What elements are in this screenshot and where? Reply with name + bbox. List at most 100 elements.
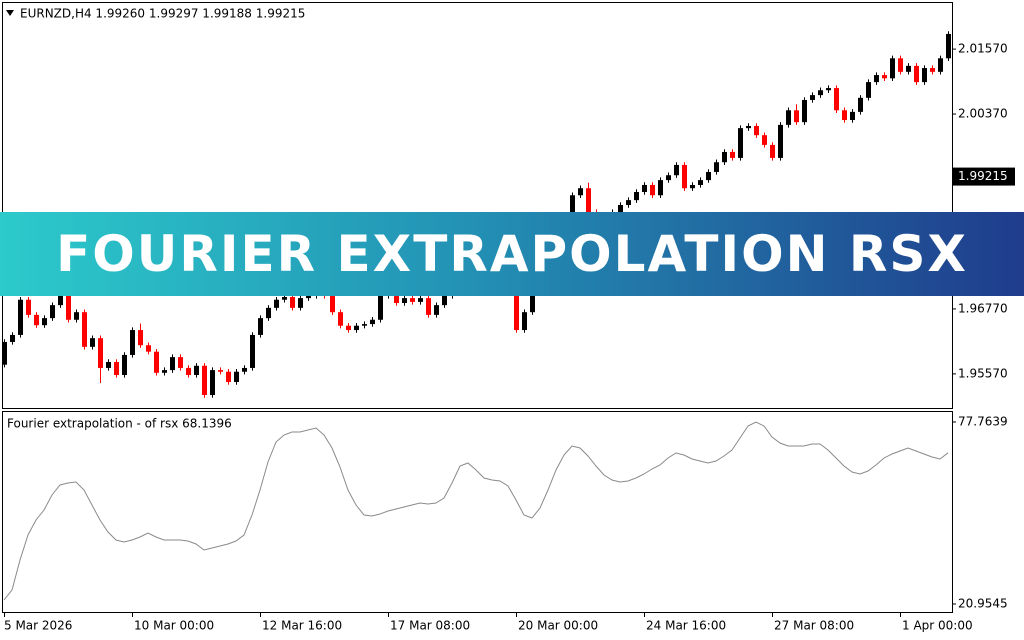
menu-arrow[interactable] (6, 10, 14, 16)
candle-body (858, 97, 863, 112)
candle-body (178, 357, 183, 368)
candle-body (586, 188, 591, 213)
candle-body (842, 110, 847, 121)
x-tick-label: 10 Mar 00:00 (134, 619, 214, 633)
candle-body (146, 345, 151, 352)
candle-body (530, 292, 535, 313)
candle-body (194, 365, 199, 375)
indicator-header: Fourier extrapolation - of rsx 68.1396 (7, 417, 232, 431)
candle-body (66, 294, 71, 320)
candle-body (418, 298, 423, 302)
candle-body (82, 312, 87, 347)
candle-body (122, 354, 127, 375)
candle-body (2, 341, 7, 365)
candle-body (642, 184, 647, 193)
candle-body (690, 184, 695, 189)
candle-body (850, 111, 855, 121)
candle-body (682, 164, 687, 189)
indicator-panel (2, 411, 953, 613)
candle-body (882, 75, 887, 79)
candle-body (706, 171, 711, 181)
candle-body (826, 88, 831, 91)
candle-body (18, 299, 23, 335)
price-panel (2, 2, 953, 409)
candle-body (330, 295, 335, 313)
candle-body (106, 361, 111, 368)
candle-body (426, 298, 431, 315)
candle-body (754, 125, 759, 136)
candle-body (42, 318, 47, 326)
candle-body (202, 365, 207, 396)
rsx-line (3, 421, 949, 601)
candle-body (10, 334, 15, 342)
candle-body (714, 162, 719, 172)
candle-body (794, 110, 799, 123)
candle-body (442, 295, 447, 306)
y-tick-label: 1.95570 (958, 366, 1008, 380)
candle-body (130, 330, 135, 355)
candle-body (186, 367, 191, 375)
candle-body (50, 305, 55, 319)
y-tick-label: 20.9545 (958, 597, 1008, 611)
candle-body (674, 164, 679, 176)
candle-body (226, 371, 231, 383)
candle-body (738, 128, 743, 158)
candle-body (818, 90, 823, 96)
candle-body (346, 325, 351, 331)
candle-body (522, 312, 527, 331)
candle-body (306, 295, 311, 299)
candle-body (282, 297, 287, 300)
symbol-header: EURNZD,H4 1.99260 1.99297 1.99188 1.9921… (20, 7, 305, 21)
candle-body (778, 124, 783, 158)
candle-body (770, 144, 775, 158)
candle-body (170, 357, 175, 371)
candle-body (722, 151, 727, 163)
candle-body (938, 58, 943, 72)
banner-title: FOURIER EXTRAPOLATION RSX (56, 225, 968, 283)
candle-body (98, 338, 103, 368)
candle-body (298, 298, 303, 308)
candle-body (898, 58, 903, 72)
x-tick-label: 12 Mar 16:00 (262, 619, 342, 633)
candle-body (266, 307, 271, 319)
candle-body (834, 88, 839, 111)
candle-body (746, 125, 751, 129)
candle-body (242, 367, 247, 372)
x-tick-label: 1 Apr 00:00 (902, 619, 973, 633)
candle-body (402, 298, 407, 303)
x-tick-label: 20 Mar 00:00 (518, 619, 598, 633)
banner: FOURIER EXTRAPOLATION RSX (0, 212, 1024, 296)
candle-body (218, 370, 223, 372)
candle-body (666, 175, 671, 181)
candle-body (730, 151, 735, 158)
candle-body (922, 68, 927, 83)
candle-body (394, 289, 399, 303)
candle-body (338, 312, 343, 326)
candle-body (258, 318, 263, 335)
candle-body (634, 192, 639, 201)
candle-body (210, 370, 215, 396)
candle-body (34, 314, 39, 326)
candle-body (570, 195, 575, 215)
x-tick-label: 17 Mar 08:00 (390, 619, 470, 633)
candle-body (914, 65, 919, 83)
last-price-box (953, 167, 1015, 186)
x-tick-label: 27 Mar 08:00 (774, 619, 854, 633)
x-tick-label: 24 Mar 16:00 (646, 619, 726, 633)
candle-body (378, 295, 383, 320)
candle-body (946, 33, 951, 59)
y-tick-label: 1.96770 (958, 301, 1008, 315)
candle-body (658, 180, 663, 196)
candle-body (434, 305, 439, 315)
x-tick-label: 5 Mar 2026 (4, 619, 72, 633)
candle-body (618, 205, 623, 213)
candle-body (930, 68, 935, 72)
candle-body (410, 298, 415, 302)
candle-body (154, 351, 159, 373)
candle-body (74, 312, 79, 320)
candle-body (26, 299, 31, 315)
candle-body (650, 184, 655, 196)
candle-body (866, 82, 871, 98)
candle-body (802, 99, 807, 123)
